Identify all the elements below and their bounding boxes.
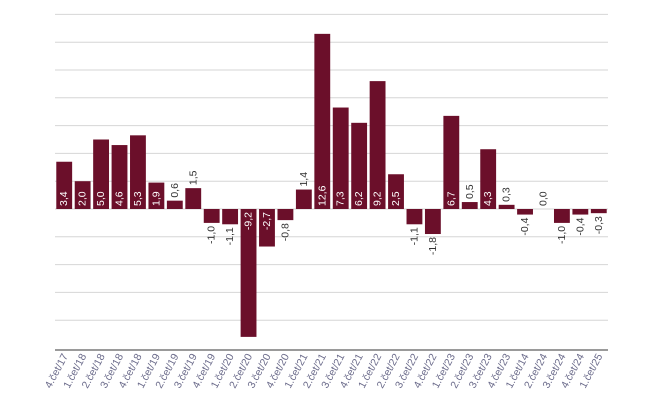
data-label: 9,2 <box>372 191 384 206</box>
data-label: 0,0 <box>537 191 549 206</box>
bar <box>56 161 73 209</box>
bar <box>388 174 404 209</box>
bar <box>553 209 570 223</box>
data-label: 2,5 <box>390 191 402 206</box>
bar <box>203 209 220 223</box>
bar <box>443 115 460 209</box>
bar <box>166 200 183 209</box>
data-label: -1,1 <box>408 227 420 245</box>
data-label: 2,0 <box>77 191 89 206</box>
data-label: 1,4 <box>298 172 310 187</box>
bar <box>148 182 165 209</box>
data-label: 1,9 <box>150 191 162 206</box>
data-label: 5,3 <box>132 191 144 206</box>
bar <box>93 139 110 209</box>
bar <box>332 107 349 209</box>
bar <box>314 33 331 209</box>
data-label: 12,6 <box>316 185 328 206</box>
data-label: 0,3 <box>501 187 513 202</box>
bar <box>461 202 478 209</box>
data-label: 5,0 <box>95 191 107 206</box>
data-labels: 3,4 2,0 5,0 4,6 5,3 1,9 0,6 1,5 -1,0 -1,1 -9,2 -2,7… <box>58 170 605 255</box>
data-label: 1,5 <box>187 170 199 185</box>
bars <box>56 33 607 337</box>
data-label: 7,3 <box>335 191 347 206</box>
bar <box>351 122 368 209</box>
data-label: -0,4 <box>574 217 586 235</box>
bar <box>185 188 202 209</box>
bar <box>480 149 497 209</box>
bar <box>590 209 607 214</box>
data-label: 3,4 <box>58 191 70 206</box>
data-label: 0,6 <box>169 183 181 198</box>
bar <box>240 209 257 337</box>
data-label: 4,6 <box>114 191 126 206</box>
bar <box>295 189 312 209</box>
data-label: -0,8 <box>279 223 291 241</box>
data-label: 4,3 <box>482 191 494 206</box>
data-label: -1,0 <box>206 226 218 244</box>
data-label: 0,5 <box>464 184 476 199</box>
gridlines <box>55 13 608 321</box>
bar <box>222 209 239 225</box>
bar <box>498 204 515 209</box>
bar <box>277 209 294 221</box>
bar <box>517 209 533 215</box>
data-label: -2,7 <box>261 212 273 230</box>
data-label: -1,1 <box>224 227 236 245</box>
bar <box>259 209 275 247</box>
bar <box>111 145 128 209</box>
data-label: -9,2 <box>243 212 255 230</box>
bar <box>130 135 146 209</box>
x-tick-labels: 4.čet/171.čet/182.čet/183.čet/184.čet/18… <box>43 352 606 391</box>
bar <box>74 181 91 209</box>
data-label: -1,0 <box>556 226 568 244</box>
data-label: -0,3 <box>593 216 605 234</box>
bar <box>424 209 441 235</box>
data-label: -1,8 <box>427 237 439 255</box>
bar <box>406 209 423 225</box>
bar <box>572 209 589 215</box>
data-label: 6,7 <box>445 191 457 206</box>
data-label: 6,2 <box>353 191 365 206</box>
bar <box>369 81 386 209</box>
data-label: -0,4 <box>519 217 531 235</box>
